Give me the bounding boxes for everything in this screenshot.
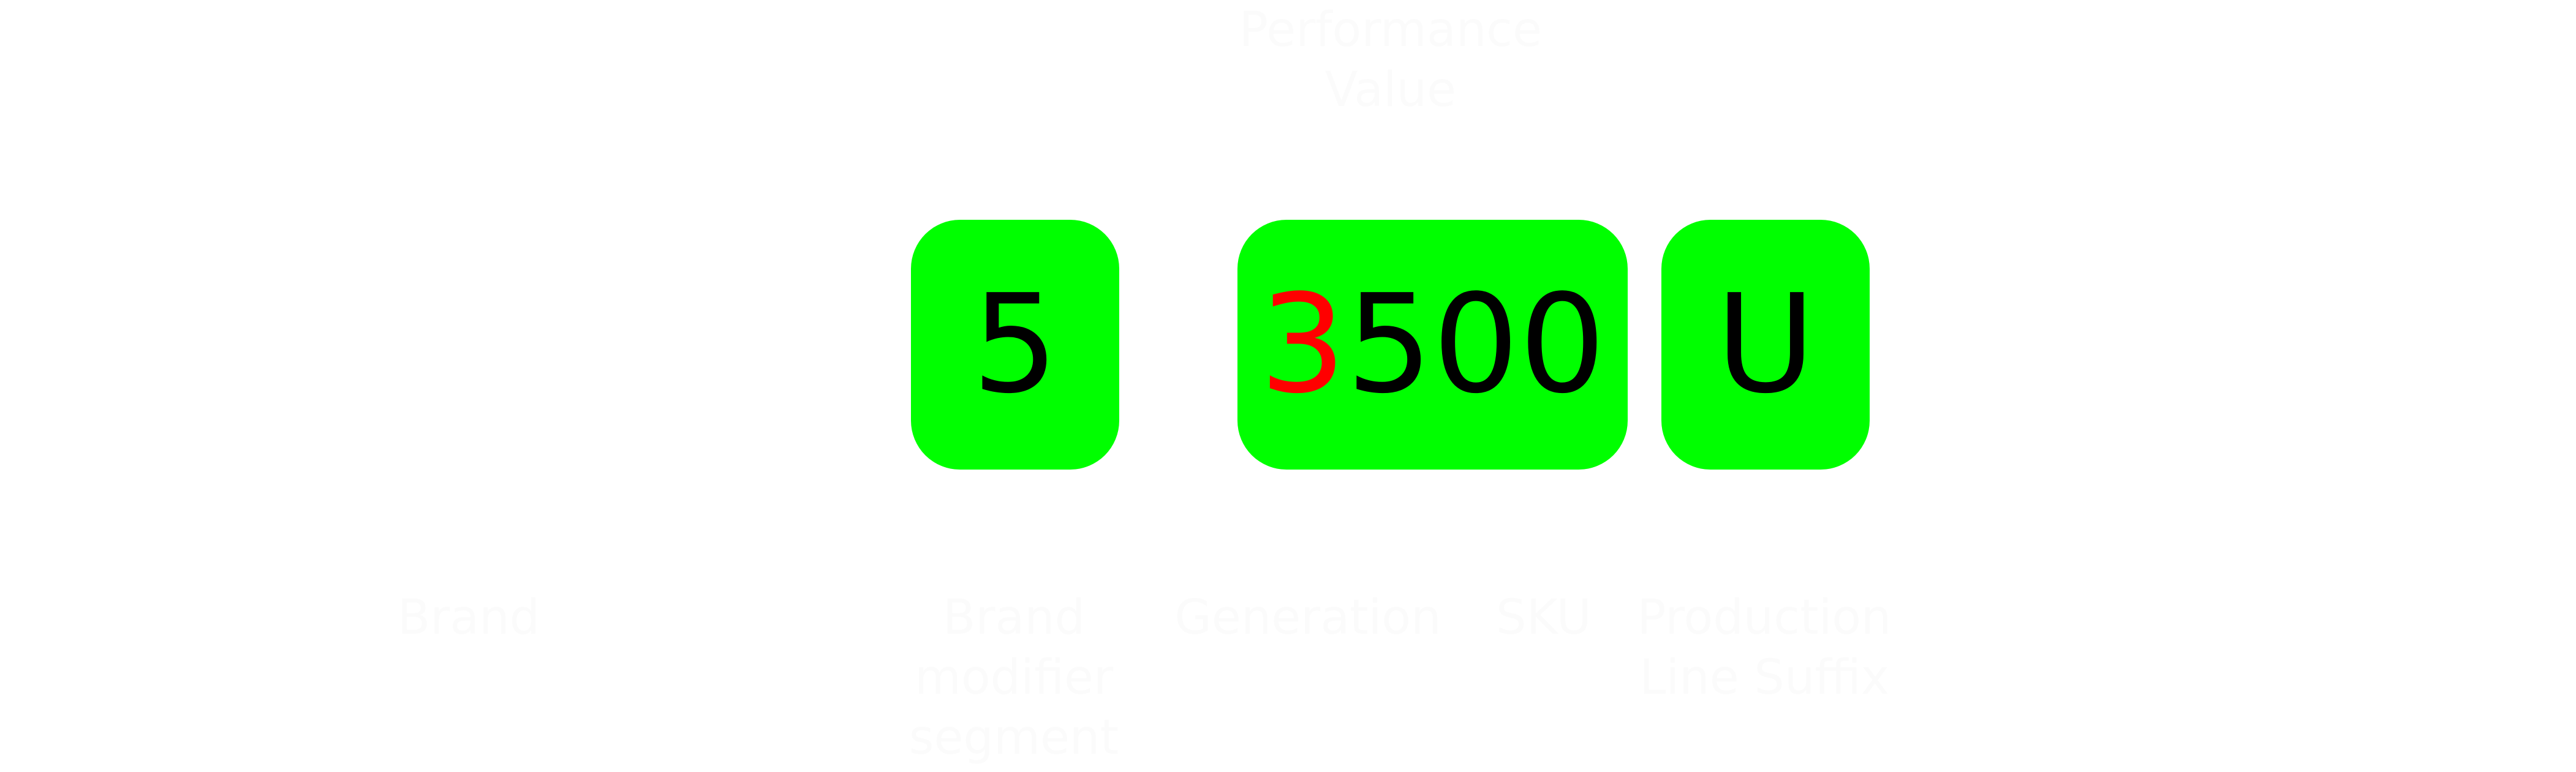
- suffix-box: U: [1661, 220, 1870, 470]
- model-number-box: 3 500: [1237, 220, 1628, 470]
- suffix-letter: U: [1715, 266, 1816, 424]
- production-line-suffix-label: Production Line Suffix: [1637, 590, 1892, 705]
- brand-modifier-box: 5: [911, 220, 1119, 470]
- sku-label: SKU: [1496, 590, 1592, 645]
- generation-label: Generation: [1174, 590, 1441, 645]
- performance-value-label: Performance Value: [1239, 2, 1543, 118]
- brand-modifier-digit: 5: [972, 266, 1059, 424]
- sku-digits: 500: [1346, 266, 1606, 424]
- generation-digit: 3: [1260, 266, 1347, 424]
- brand-modifier-segment-label: Brand modifier segment: [908, 590, 1119, 765]
- brand-label: Brand: [397, 590, 540, 645]
